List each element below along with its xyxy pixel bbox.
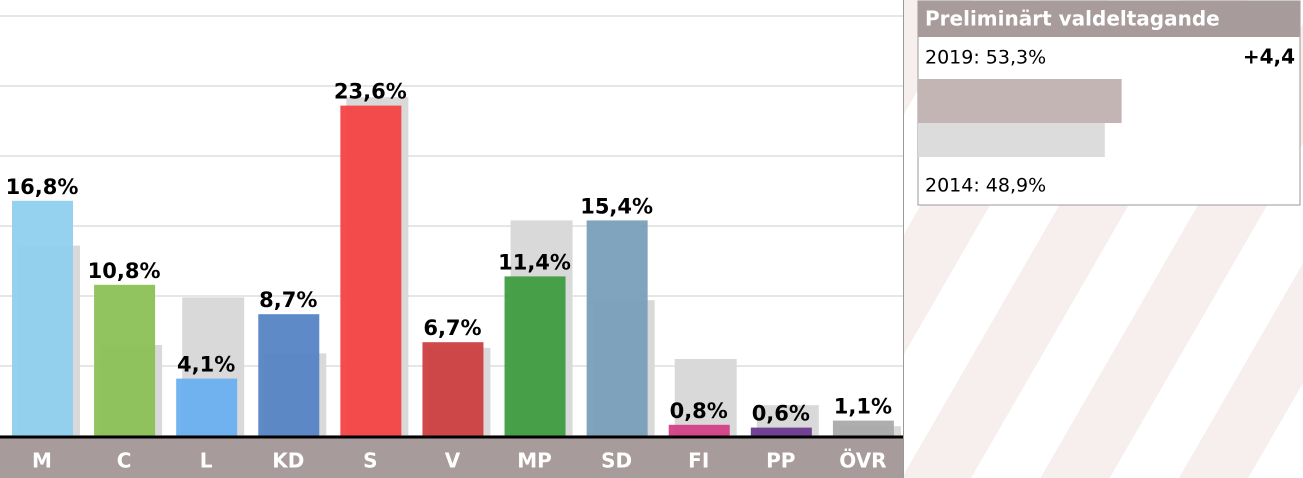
bar	[94, 284, 156, 436]
turnout-label: 2019: 53,3%	[925, 47, 1046, 69]
value-label: 10,8%	[88, 259, 161, 283]
turnout-bar	[918, 79, 1122, 123]
bar	[504, 276, 566, 436]
x-tick-label: PP	[766, 449, 795, 473]
x-tick-label: SD	[601, 449, 632, 473]
turnout-title: Preliminärt valdeltagande	[925, 7, 1220, 31]
bar	[340, 105, 402, 436]
bar	[668, 424, 730, 436]
x-tick-label: C	[117, 449, 132, 473]
bar	[176, 378, 238, 436]
bar	[258, 314, 320, 436]
bar	[586, 220, 648, 436]
x-tick-label: KD	[272, 449, 304, 473]
x-tick-label: M	[32, 449, 52, 473]
turnout-label: 2014: 48,9%	[925, 175, 1046, 197]
x-tick-label: MP	[517, 449, 552, 473]
turnout-change: +4,4	[1243, 45, 1295, 69]
x-tick-label: S	[363, 449, 377, 473]
bar	[422, 342, 484, 436]
turnout-bars: 2019: 53,3% 2014: 48,9%	[918, 47, 1122, 197]
value-label: 16,8%	[6, 175, 79, 199]
x-tick-label: ÖVR	[839, 449, 886, 473]
value-label: 23,6%	[334, 80, 407, 104]
value-label: 15,4%	[580, 194, 653, 218]
category-band	[0, 438, 903, 478]
x-tick-label: FI	[688, 449, 709, 473]
previous-bar	[674, 359, 737, 436]
bar	[750, 427, 812, 436]
value-label: 6,7%	[423, 316, 481, 340]
x-tick-label: V	[445, 449, 461, 473]
value-label: 4,1%	[177, 353, 235, 377]
bar	[832, 420, 894, 436]
x-tick-label: L	[200, 449, 213, 473]
bar	[12, 200, 73, 436]
bars: 16,8% M 10,8% C 4,1% L 8,7% KD 23,6% S 6,7% V 11,4% M…	[6, 80, 901, 473]
value-label: 8,7%	[259, 288, 317, 312]
value-label: 0,8%	[670, 399, 728, 423]
value-label: 11,4%	[498, 250, 571, 274]
value-label: 0,6%	[752, 402, 810, 426]
value-label: 1,1%	[834, 395, 892, 419]
turnout-header	[918, 1, 1300, 37]
